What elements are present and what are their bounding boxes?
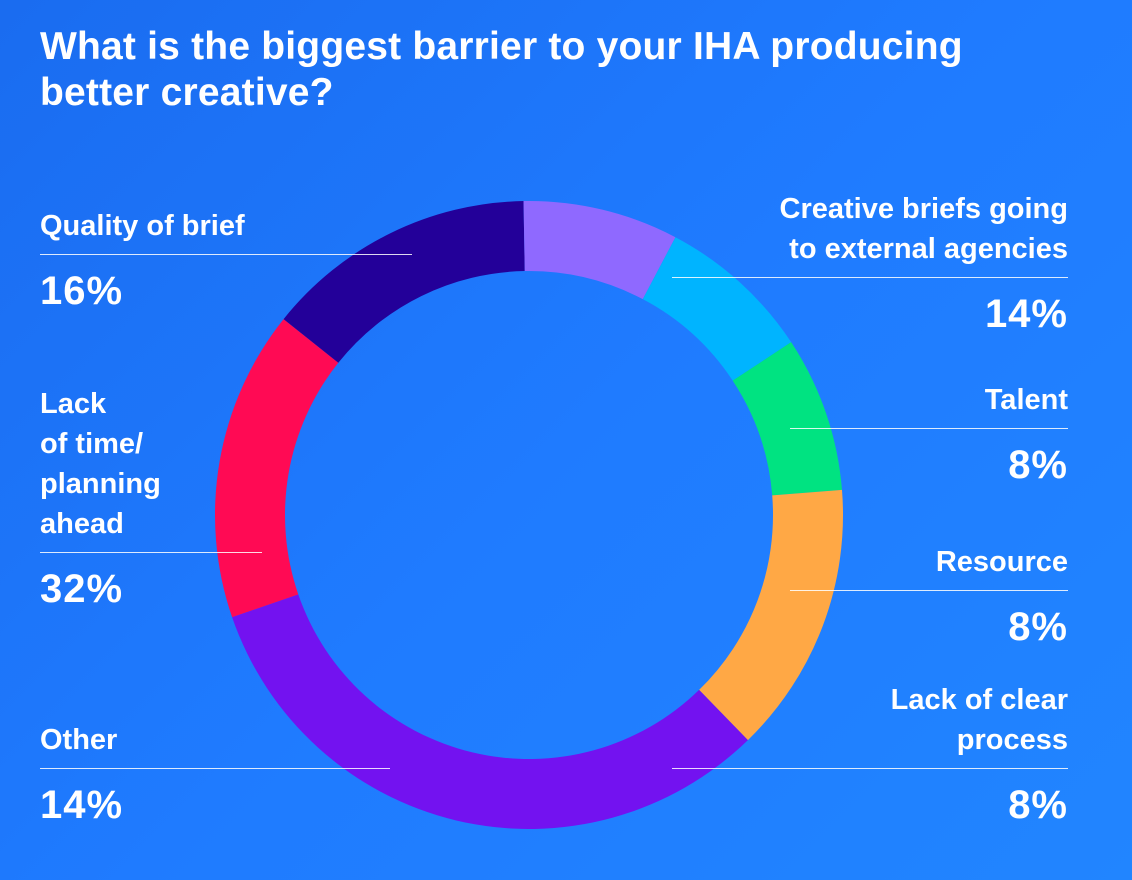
leader-line <box>40 768 390 769</box>
donut-slice-4 <box>732 342 842 496</box>
leader-line <box>40 254 412 255</box>
slice-value: 8% <box>1008 783 1068 827</box>
donut-slice-0 <box>214 319 339 618</box>
slice-label: Lack of time/ planning ahead <box>40 388 161 540</box>
donut-slice-2 <box>523 201 676 300</box>
slice-value: 14% <box>984 292 1068 336</box>
slice-label: Creative briefs going to external agenci… <box>779 193 1068 265</box>
donut-slice-1 <box>283 201 525 363</box>
slice-label: Other <box>40 724 118 756</box>
label-resource: Resource 8% <box>790 542 1068 649</box>
label-lack-of-time: Lack of time/ planning ahead 32% <box>40 384 262 611</box>
label-other: Other 14% <box>40 720 390 827</box>
donut-slice-6 <box>232 594 748 829</box>
slice-value: 32% <box>40 567 124 611</box>
label-creative-briefs: Creative briefs going to external agenci… <box>672 189 1068 336</box>
slice-value: 8% <box>1008 605 1068 649</box>
donut-slice-3 <box>642 237 792 381</box>
label-lack-of-clear-process: Lack of clear process 8% <box>672 680 1068 827</box>
leader-line <box>40 552 262 553</box>
leader-line <box>672 768 1068 769</box>
slice-value: 8% <box>1008 443 1068 487</box>
slice-label: Lack of clear process <box>890 684 1068 756</box>
leader-line <box>790 590 1068 591</box>
slice-value: 16% <box>40 269 124 313</box>
leader-line <box>672 277 1068 278</box>
chart-title: What is the biggest barrier to your IHA … <box>40 25 963 114</box>
slice-label: Resource <box>935 546 1068 578</box>
slice-label: Talent <box>984 384 1068 416</box>
leader-line <box>790 428 1068 429</box>
donut-slice-5 <box>699 489 844 741</box>
slice-label: Quality of brief <box>40 210 245 242</box>
slice-value: 14% <box>40 783 124 827</box>
label-quality-of-brief: Quality of brief 16% <box>40 206 412 313</box>
label-talent: Talent 8% <box>790 380 1068 487</box>
